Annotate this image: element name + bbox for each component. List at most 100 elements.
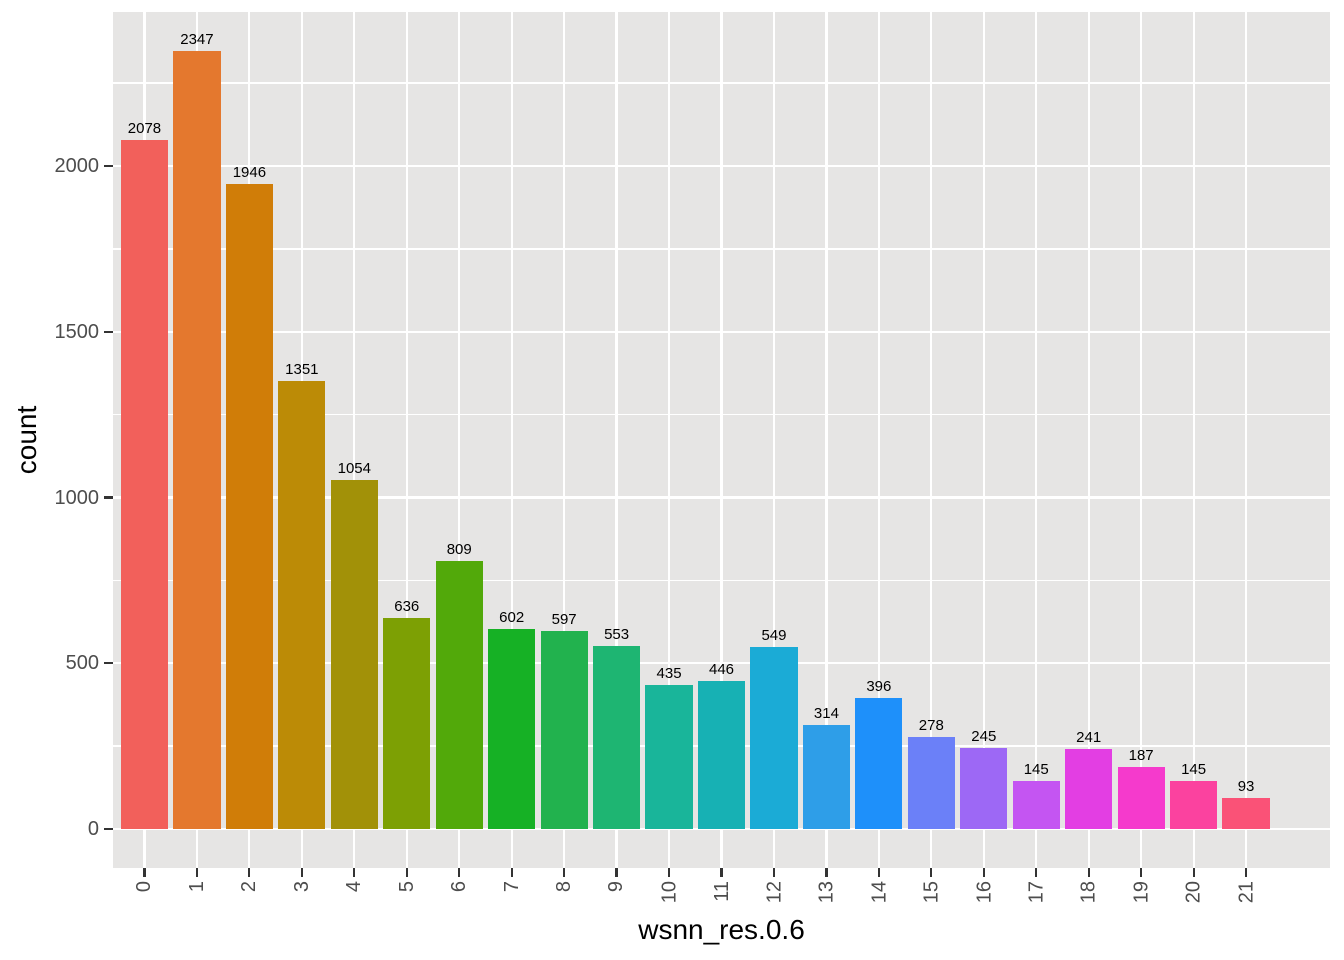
bar-value-label: 553: [604, 625, 630, 643]
bar: [1065, 749, 1113, 830]
x-tick-label: 7: [500, 881, 523, 893]
x-axis-title: wsnn_res.0.6: [638, 914, 805, 945]
bar-value-label: 636: [394, 598, 420, 616]
x-tick-mark: [825, 868, 828, 877]
bar: [488, 629, 536, 830]
x-tick-mark: [772, 868, 776, 877]
bar-value-label: 1351: [285, 361, 319, 379]
x-tick-label: 18: [1077, 881, 1100, 904]
plot-panel: [113, 12, 1330, 868]
bar: [435, 560, 483, 830]
x-tick-label: 17: [1025, 881, 1048, 904]
bar: [645, 684, 693, 830]
bar-value-label: 435: [656, 664, 682, 682]
y-tick-mark: [104, 330, 113, 333]
x-tick-label: 21: [1235, 881, 1258, 904]
x-tick-mark: [458, 868, 461, 877]
x-tick-label: 15: [920, 881, 943, 904]
y-axis-title: count: [11, 405, 42, 475]
x-tick-label: 14: [867, 881, 890, 904]
gridline-major-v: [982, 12, 985, 868]
gridline-major-h: [113, 827, 1330, 831]
gridline-major-v: [1192, 12, 1195, 868]
bar: [802, 724, 850, 830]
bar: [383, 618, 431, 830]
y-tick-mark: [104, 164, 113, 168]
bar: [278, 381, 326, 830]
gridline-major-v: [615, 12, 618, 868]
bar-value-label: 2078: [127, 120, 162, 138]
x-tick-label: 8: [553, 881, 576, 893]
y-tick-mark: [104, 827, 113, 831]
bar: [1117, 767, 1165, 830]
gridline-major-v: [1035, 12, 1038, 868]
bar-value-label: 809: [446, 540, 472, 558]
x-tick-mark: [195, 868, 199, 877]
y-tick-mark: [104, 496, 113, 499]
bar-value-label: 93: [1237, 778, 1255, 796]
y-tick-label: 1500: [54, 320, 100, 343]
bar-value-label: 446: [708, 661, 735, 679]
gridline-major-v: [825, 12, 828, 868]
gridline-major-v: [930, 12, 933, 868]
x-tick-mark: [563, 868, 566, 877]
y-tick-label: 2000: [54, 154, 100, 177]
bar: [1012, 781, 1060, 830]
x-tick-mark: [1244, 868, 1248, 877]
x-tick-label: 4: [343, 881, 366, 893]
bar-value-label: 314: [813, 704, 839, 722]
bar-value-label: 241: [1076, 729, 1102, 747]
gridline-major-v: [1087, 12, 1090, 868]
x-tick-mark: [353, 868, 356, 877]
x-tick-label: 12: [762, 881, 785, 904]
x-tick-label: 10: [658, 881, 681, 904]
bar-value-label: 1054: [337, 459, 371, 477]
gridline-major-v: [353, 12, 356, 868]
gridline-major-h: [113, 330, 1330, 333]
gridline-major-v: [563, 12, 566, 868]
x-tick-mark: [510, 868, 513, 877]
bar: [225, 183, 273, 830]
y-tick-label: 0: [87, 818, 99, 841]
x-tick-label: 13: [815, 881, 838, 904]
x-tick-label: 6: [448, 881, 471, 893]
gridline-major-v: [510, 12, 513, 868]
x-tick-label: 2: [238, 881, 261, 893]
bar-value-label: 245: [971, 727, 997, 745]
bar-value-label: 597: [551, 611, 577, 629]
bar: [592, 645, 641, 830]
bar-value-label: 396: [866, 677, 892, 695]
gridline-major-h: [113, 164, 1330, 168]
gridline-major-v: [1140, 12, 1143, 868]
gridline-major-v: [772, 12, 776, 868]
gridline-major-v: [720, 12, 723, 868]
gridline-major-v: [1244, 12, 1248, 868]
gridline-major-h: [113, 496, 1330, 499]
bar-value-label: 278: [918, 716, 944, 734]
x-tick-mark: [405, 868, 408, 877]
bar: [697, 681, 746, 830]
bar: [330, 479, 378, 830]
x-tick-mark: [877, 868, 880, 877]
gridline-major-v: [667, 12, 671, 868]
y-tick-mark: [104, 662, 113, 665]
gridline-major-v: [405, 12, 408, 868]
y-tick-label: 1000: [54, 486, 100, 509]
y-tick-label: 500: [65, 652, 99, 675]
bar-value-label: 145: [1181, 761, 1207, 778]
x-tick-mark: [143, 868, 146, 877]
x-tick-mark: [1035, 868, 1038, 877]
bar-value-label: 145: [1023, 761, 1049, 778]
x-tick-label: 0: [133, 881, 156, 893]
x-tick-label: 5: [395, 881, 418, 893]
x-tick-label: 9: [605, 881, 628, 893]
bar: [1170, 781, 1218, 830]
bar-value-label: 549: [761, 627, 787, 645]
bar-value-label: 1946: [232, 163, 267, 181]
gridline-major-h: [113, 662, 1330, 665]
bar: [173, 50, 221, 830]
x-tick-label: 11: [710, 881, 733, 902]
bar-value-label: 2347: [180, 30, 214, 48]
x-tick-label: 16: [972, 881, 995, 904]
x-tick-mark: [720, 868, 723, 877]
